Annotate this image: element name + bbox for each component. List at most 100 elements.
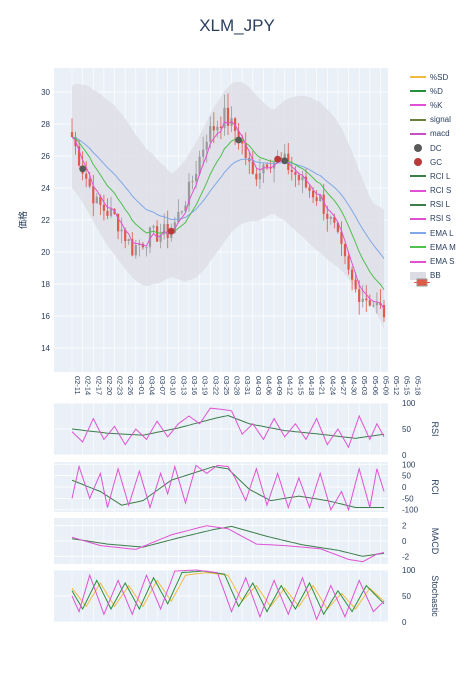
y-tick-label: 0 — [402, 618, 407, 627]
candle-body — [99, 196, 102, 205]
x-tick-label: 03-19 — [201, 376, 210, 395]
candle-body — [134, 245, 137, 256]
y-tick-label: -2 — [402, 552, 410, 561]
x-tick-label: 04-27 — [339, 376, 348, 395]
legend-label: %SD — [430, 72, 449, 82]
candle-body — [304, 176, 308, 188]
candle-body — [283, 153, 286, 159]
legend-item-macd[interactable]: macd — [410, 127, 456, 141]
legend-item-gc[interactable]: GC — [410, 155, 456, 169]
series-line-rsi-s — [71, 407, 385, 449]
x-tick-label: 02-17 — [94, 376, 103, 395]
legend-item-rsi-s[interactable]: RSI S — [410, 212, 456, 226]
legend-label: EMA L — [430, 228, 454, 238]
y-tick-label: 2 — [402, 522, 407, 531]
candle-body — [333, 216, 336, 223]
x-tick-label: 03-25 — [222, 376, 231, 395]
candle-body — [255, 173, 258, 180]
legend-swatch — [410, 157, 426, 167]
legend-item--k[interactable]: %K — [410, 98, 456, 112]
legend-item--d[interactable]: %D — [410, 84, 456, 98]
legend-item-ema-m[interactable]: EMA M — [410, 240, 456, 254]
x-tick-label: 03-13 — [179, 376, 188, 395]
y-tick-label: 0 — [402, 537, 407, 546]
candle-body — [120, 229, 123, 232]
candle-body — [319, 194, 322, 202]
legend-swatch — [410, 115, 426, 125]
candle-body — [258, 173, 262, 180]
candle-body — [343, 243, 347, 257]
candle-body — [329, 216, 332, 219]
y-axis-label: MACD — [430, 528, 440, 555]
x-tick-label: 02-26 — [126, 376, 135, 395]
series-line-signal — [71, 525, 385, 557]
x-tick-label: 04-06 — [264, 376, 273, 395]
series-line-rci-s — [71, 464, 385, 512]
series-line-rci-l — [71, 465, 384, 508]
candle-body — [141, 243, 145, 248]
candle-body — [106, 210, 109, 216]
y-tick-label: 14 — [41, 344, 50, 353]
legend-item-signal[interactable]: signal — [410, 113, 456, 127]
candle-body — [375, 302, 379, 306]
legend-label: signal — [430, 115, 451, 125]
x-tick-label: 03-31 — [243, 376, 252, 395]
y-tick-label: 16 — [41, 312, 50, 321]
candle-body — [77, 146, 81, 166]
y-tick-label: 50 — [402, 472, 411, 481]
legend-item-rsi-l[interactable]: RSI L — [410, 198, 456, 212]
y-tick-label: 22 — [41, 216, 50, 225]
legend-swatch — [410, 86, 426, 96]
x-tick-label: 04-12 — [286, 376, 295, 395]
candle-body — [294, 171, 297, 175]
legend-swatch — [410, 257, 426, 267]
candle-body — [223, 107, 226, 128]
x-tick-label: 04-15 — [296, 376, 305, 395]
y-tick-label: 100 — [402, 460, 416, 469]
legend-label: RCI L — [430, 171, 451, 181]
x-tick-label: 04-09 — [275, 376, 284, 395]
candle-body — [265, 164, 269, 168]
candle-body — [124, 229, 127, 242]
candle-body — [241, 140, 244, 144]
legend-label: EMA S — [430, 257, 455, 267]
x-tick-label: 05-12 — [392, 376, 401, 395]
legend-swatch — [410, 143, 426, 153]
legend-item-ema-l[interactable]: EMA L — [410, 226, 456, 240]
candle-body — [148, 227, 152, 248]
candle-body — [358, 289, 361, 302]
candle-body — [280, 157, 283, 159]
candle-body — [159, 234, 162, 242]
y-tick-label: 24 — [41, 184, 50, 193]
y-axis-label: RCI — [430, 479, 440, 495]
legend-item-rci-l[interactable]: RCI L — [410, 169, 456, 183]
y-tick-label: 100 — [402, 566, 416, 575]
legend-item--sd[interactable]: %SD — [410, 70, 456, 84]
legend-item-rci-s[interactable]: RCI S — [410, 184, 456, 198]
legend-swatch — [410, 72, 426, 82]
candle-body — [262, 164, 265, 174]
y-tick-label: 50 — [402, 592, 411, 601]
candle-body — [170, 232, 173, 238]
candle-body — [368, 300, 371, 306]
y-tick-label: 50 — [402, 425, 411, 434]
candle-body — [198, 156, 201, 174]
y-axis-label: Stochastic — [430, 575, 440, 617]
legend-item-ema-s[interactable]: EMA S — [410, 254, 456, 268]
x-tick-label: 05-18 — [413, 376, 422, 395]
legend-item-bb[interactable]: BB — [410, 269, 456, 283]
candle-body — [297, 174, 301, 181]
x-tick-label: 02-23 — [116, 376, 125, 395]
candle-body — [216, 126, 219, 131]
candle-body — [340, 231, 343, 244]
candle-body — [85, 173, 88, 179]
candle-body — [166, 224, 169, 238]
x-tick-label: 03-07 — [158, 376, 167, 395]
legend-swatch — [410, 171, 426, 181]
candle-body — [177, 211, 180, 223]
legend-item-dc[interactable]: DC — [410, 141, 456, 155]
candle-body — [382, 305, 386, 318]
x-tick-label: 05-06 — [371, 376, 380, 395]
y-tick-label: 100 — [402, 399, 416, 408]
legend-label: EMA M — [430, 242, 456, 252]
